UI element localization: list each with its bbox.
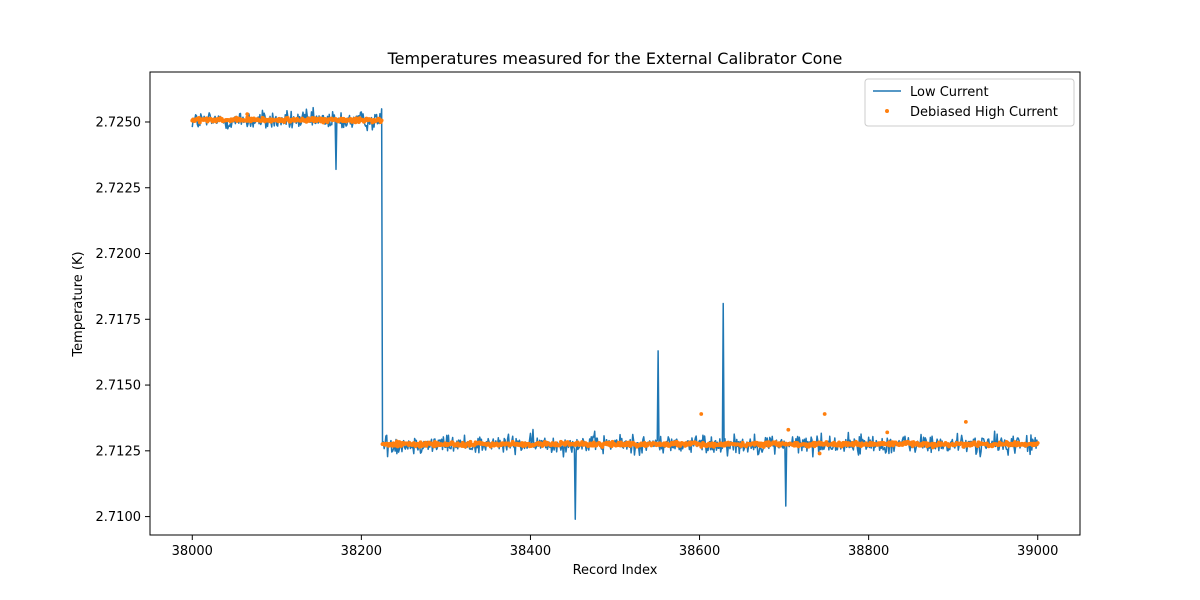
debiased-high-current-point — [885, 430, 890, 435]
debiased-high-current-point — [822, 412, 827, 416]
debiased-high-current-point — [1035, 441, 1040, 445]
x-tick-label: 38000 — [172, 544, 213, 559]
y-tick-label: 2.7200 — [96, 247, 142, 262]
y-tick-label: 2.7150 — [96, 379, 142, 394]
legend: Low Current Debiased High Current — [864, 78, 1075, 127]
y-axis: 2.7100 2.7125 2.7150 2.7175 2.7200 2.7225 2.72… — [96, 115, 150, 525]
y-tick-label: 2.7125 — [96, 444, 142, 459]
y-tick-label: 2.7100 — [96, 510, 142, 525]
debiased-high-current-point — [891, 443, 896, 448]
x-axis-title: Record Index — [573, 563, 658, 578]
legend-label-low-current: Low Current — [910, 85, 989, 100]
debiased-high-current-point — [1013, 440, 1017, 444]
plot-frame — [149, 71, 1081, 536]
debiased-high-current-point — [468, 439, 473, 444]
x-tick-label: 38800 — [848, 544, 889, 559]
plot-background — [150, 72, 1080, 535]
debiased-high-current-point — [379, 118, 384, 123]
legend-label-debiased-high-current: Debiased High Current — [910, 105, 1058, 120]
plot-area — [149, 71, 1081, 536]
y-tick-label: 2.7225 — [96, 181, 142, 196]
y-tick-label: 2.7175 — [96, 313, 142, 328]
legend-box — [864, 78, 1075, 127]
y-tick-label: 2.7250 — [96, 115, 142, 130]
x-axis: 38000 38200 38400 38600 38800 39000 — [172, 535, 1058, 559]
debiased-high-current-point — [418, 440, 423, 445]
debiased-high-current-point — [699, 412, 704, 416]
x-tick-label: 38600 — [679, 544, 720, 559]
legend-marker-debiased-high-current — [885, 109, 889, 113]
chart-title: Temperatures measured for the External C… — [387, 49, 843, 68]
debiased-high-current-point — [963, 419, 968, 424]
debiased-high-current-point — [817, 451, 822, 456]
debiased-high-current-point — [245, 112, 250, 116]
y-axis-title: Temperature (K) — [71, 251, 86, 357]
x-tick-label: 39000 — [1017, 544, 1058, 559]
x-tick-label: 38400 — [510, 544, 551, 559]
series-debiased-high-current — [190, 112, 1040, 456]
debiased-high-current-point — [786, 427, 791, 432]
x-tick-label: 38200 — [341, 544, 382, 559]
